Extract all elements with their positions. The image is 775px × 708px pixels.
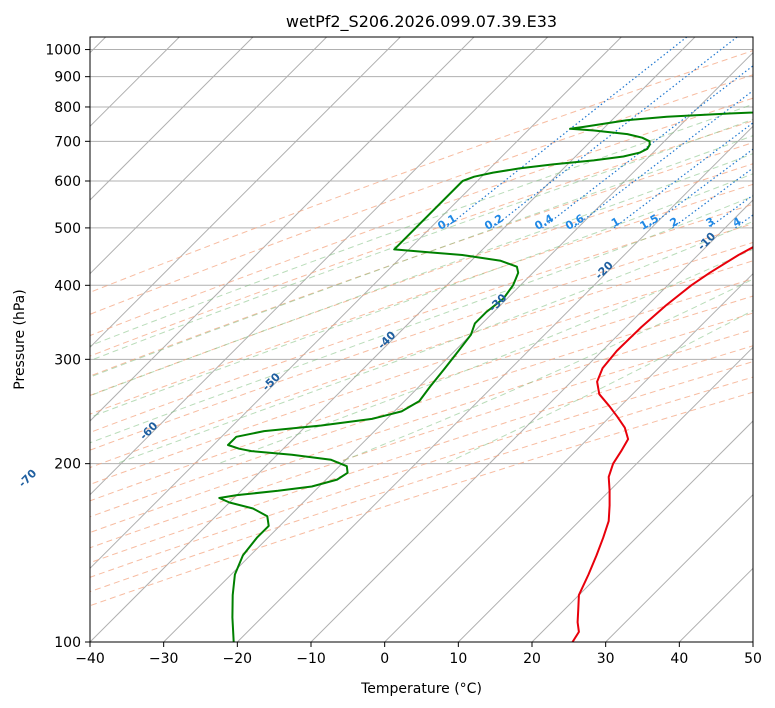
x-tick-label: 40 bbox=[670, 651, 688, 667]
dry-adiabat-line bbox=[90, 74, 753, 315]
profile-lines bbox=[218, 111, 753, 642]
x-tick-label: −40 bbox=[75, 651, 105, 667]
mixing-ratio-line bbox=[492, 37, 738, 229]
moist-adiabat-line bbox=[217, 248, 753, 465]
isotherm-line bbox=[384, 272, 753, 642]
y-tick-label: 500 bbox=[54, 221, 81, 237]
x-tick-label: 20 bbox=[523, 651, 541, 667]
y-tick-label: 200 bbox=[54, 457, 81, 473]
x-tick-label: −10 bbox=[296, 651, 326, 667]
isotherm-line bbox=[90, 37, 328, 275]
moist-adiabat-line bbox=[90, 118, 753, 362]
reference-lines bbox=[90, 37, 753, 607]
chart-title: wetPf2_S206.2026.099.07.39.E33 bbox=[286, 12, 557, 32]
moist-adiabat-line bbox=[90, 135, 753, 378]
dewpoint-line bbox=[218, 111, 753, 642]
dry-adiabat-line bbox=[90, 278, 753, 502]
isotherm-line bbox=[457, 346, 753, 642]
isotherm-line bbox=[236, 125, 753, 642]
pressure-grid bbox=[90, 37, 753, 642]
isotherm-line bbox=[605, 493, 753, 642]
moist-adiabat-line bbox=[335, 278, 753, 465]
moist-adiabat-line bbox=[90, 195, 753, 444]
y-tick-label: 700 bbox=[54, 134, 81, 150]
dry-adiabat-line bbox=[90, 312, 753, 534]
dry-adiabat-line bbox=[90, 183, 753, 415]
dry-adiabat-line bbox=[90, 391, 753, 607]
x-axis-label: Temperature (°C) bbox=[360, 681, 482, 697]
y-tick-label: 300 bbox=[54, 352, 81, 368]
dry-adiabat-line bbox=[90, 329, 753, 549]
moist-adiabat-line bbox=[90, 153, 753, 397]
y-axis-ticks: 100 200 300 400 500 600 700 800 900 1000 bbox=[45, 43, 90, 651]
dry-adiabat-line bbox=[90, 223, 753, 451]
y-tick-label: 600 bbox=[54, 174, 81, 190]
isotherm-line bbox=[531, 420, 753, 642]
isotherm-line bbox=[90, 37, 696, 642]
x-tick-label: 10 bbox=[449, 651, 467, 667]
mixing-ratio-line bbox=[572, 89, 753, 229]
isotherm-line bbox=[90, 37, 401, 349]
isotherm-line bbox=[90, 37, 254, 201]
y-tick-label: 100 bbox=[54, 635, 81, 651]
x-tick-label: −20 bbox=[223, 651, 253, 667]
moist-adiabat-line bbox=[90, 173, 753, 418]
temperature-line bbox=[571, 246, 753, 642]
dry-adiabat-line bbox=[90, 361, 753, 578]
x-tick-label: 0 bbox=[380, 651, 389, 667]
x-tick-label: 30 bbox=[597, 651, 615, 667]
x-tick-label: −30 bbox=[149, 651, 179, 667]
x-axis-ticks: −40 −30 −20 −10 0 10 20 30 40 50 bbox=[75, 642, 762, 667]
isotherm-line bbox=[90, 37, 549, 496]
x-tick-label: 50 bbox=[744, 651, 762, 667]
dry-adiabat-line bbox=[90, 50, 753, 293]
y-tick-label: 400 bbox=[54, 278, 81, 294]
y-tick-label: 800 bbox=[54, 100, 81, 116]
dry-adiabat-line bbox=[90, 97, 753, 337]
isotherm-line bbox=[90, 37, 622, 570]
plot-frame bbox=[89, 36, 754, 643]
dry-adiabat-line bbox=[90, 260, 753, 485]
mixing-ratio-line bbox=[672, 167, 753, 229]
dry-adiabat-line bbox=[90, 120, 753, 357]
isotherm-line bbox=[90, 37, 475, 422]
dry-adiabat-line bbox=[90, 142, 753, 377]
y-tick-label: 900 bbox=[54, 70, 81, 86]
y-axis-label: Pressure (hPa) bbox=[12, 289, 28, 389]
dry-adiabat-line bbox=[90, 163, 753, 396]
isotherm-line bbox=[310, 199, 753, 642]
y-tick-label: 1000 bbox=[45, 43, 81, 59]
